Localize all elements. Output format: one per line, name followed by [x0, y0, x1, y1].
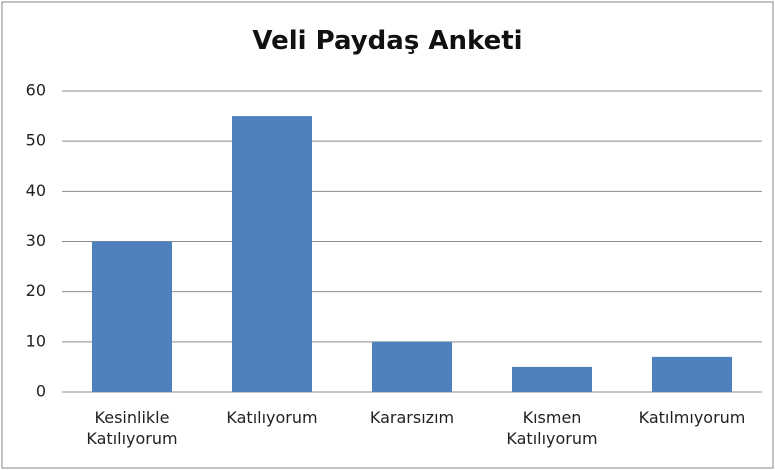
y-tick-label: 20 [26, 281, 46, 300]
y-tick-label: 60 [26, 81, 46, 100]
bar [652, 356, 732, 392]
x-tick-label: Kısmen Katılıyorum [506, 408, 598, 448]
x-tick-label: Katılmıyorum [638, 408, 746, 427]
x-tick-label: Kesinlikle Katılıyorum [86, 408, 178, 448]
chart-title: Veli Paydaş Anketi [252, 26, 523, 56]
y-tick-label: 40 [26, 181, 46, 200]
bar [92, 241, 172, 392]
bar [232, 116, 312, 392]
y-tick-label: 50 [26, 131, 46, 150]
y-tick-label: 0 [36, 382, 46, 401]
bar [372, 341, 452, 392]
y-tick-label: 10 [26, 331, 46, 350]
x-tick-label: Kararsızım [369, 408, 455, 427]
bar [512, 366, 592, 392]
y-tick-label: 30 [26, 231, 46, 250]
x-tick-label: Katılıyorum [226, 408, 318, 427]
